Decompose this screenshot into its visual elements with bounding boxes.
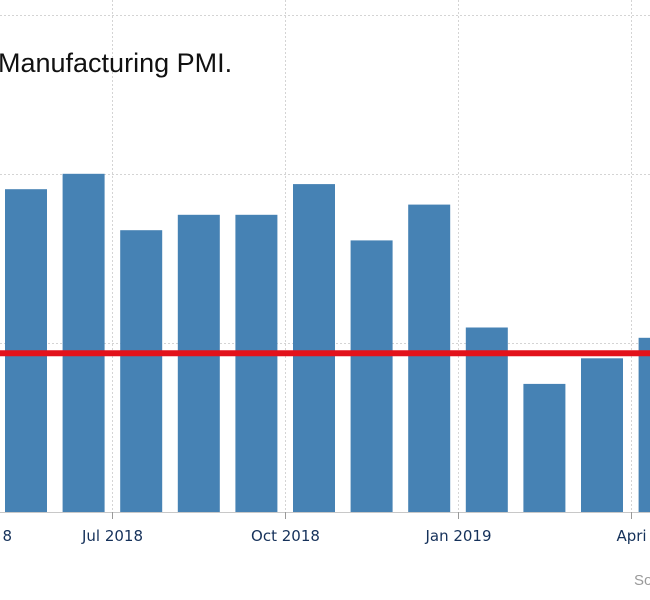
x-tick-label: Oct 2018 (251, 527, 320, 545)
bar (638, 337, 650, 512)
gridlines (0, 0, 650, 513)
x-tick-label: Jan 2019 (424, 527, 491, 545)
bar (62, 173, 105, 513)
bar (293, 184, 335, 512)
x-tick-label: 8 (2, 527, 12, 545)
bar (408, 204, 451, 512)
bar (350, 240, 393, 512)
chart-title: Manufacturing PMI. (0, 48, 232, 78)
bar (177, 214, 220, 513)
bar (523, 383, 566, 512)
bar (235, 214, 278, 513)
bar (581, 358, 623, 512)
source-label: So (634, 572, 650, 589)
x-tick-label: Apri (616, 527, 646, 545)
bar (465, 327, 508, 512)
bar (120, 230, 163, 512)
x-tick-label: Jul 2018 (81, 527, 143, 545)
bar-series (5, 173, 650, 513)
x-axis-ticks: 8 Jul 2018 Oct 2018 Jan 2019 Apri (0, 512, 650, 545)
